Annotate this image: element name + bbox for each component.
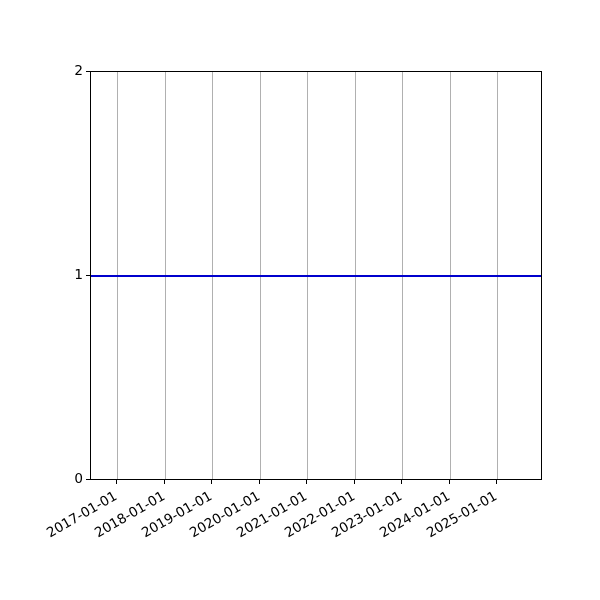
x-tickmark-2018 xyxy=(164,480,165,484)
x-tickmark-2022 xyxy=(354,480,355,484)
y-tickmark-2 xyxy=(86,71,90,72)
x-tickmark-2024 xyxy=(449,480,450,484)
y-tick-label-1: 1 xyxy=(74,267,83,283)
series-line xyxy=(91,275,541,277)
y-tickmark-0 xyxy=(86,479,90,480)
y-tick-label-0: 0 xyxy=(74,471,83,487)
x-tickmark-2020 xyxy=(259,480,260,484)
x-tickmark-2023 xyxy=(401,480,402,484)
x-tickmark-2017 xyxy=(116,480,117,484)
y-tick-label-2: 2 xyxy=(74,63,83,79)
x-tickmark-2021 xyxy=(306,480,307,484)
x-tickmark-2025 xyxy=(496,480,497,484)
x-tickmark-2019 xyxy=(211,480,212,484)
plot-area xyxy=(90,71,542,480)
y-tickmark-1 xyxy=(86,275,90,276)
